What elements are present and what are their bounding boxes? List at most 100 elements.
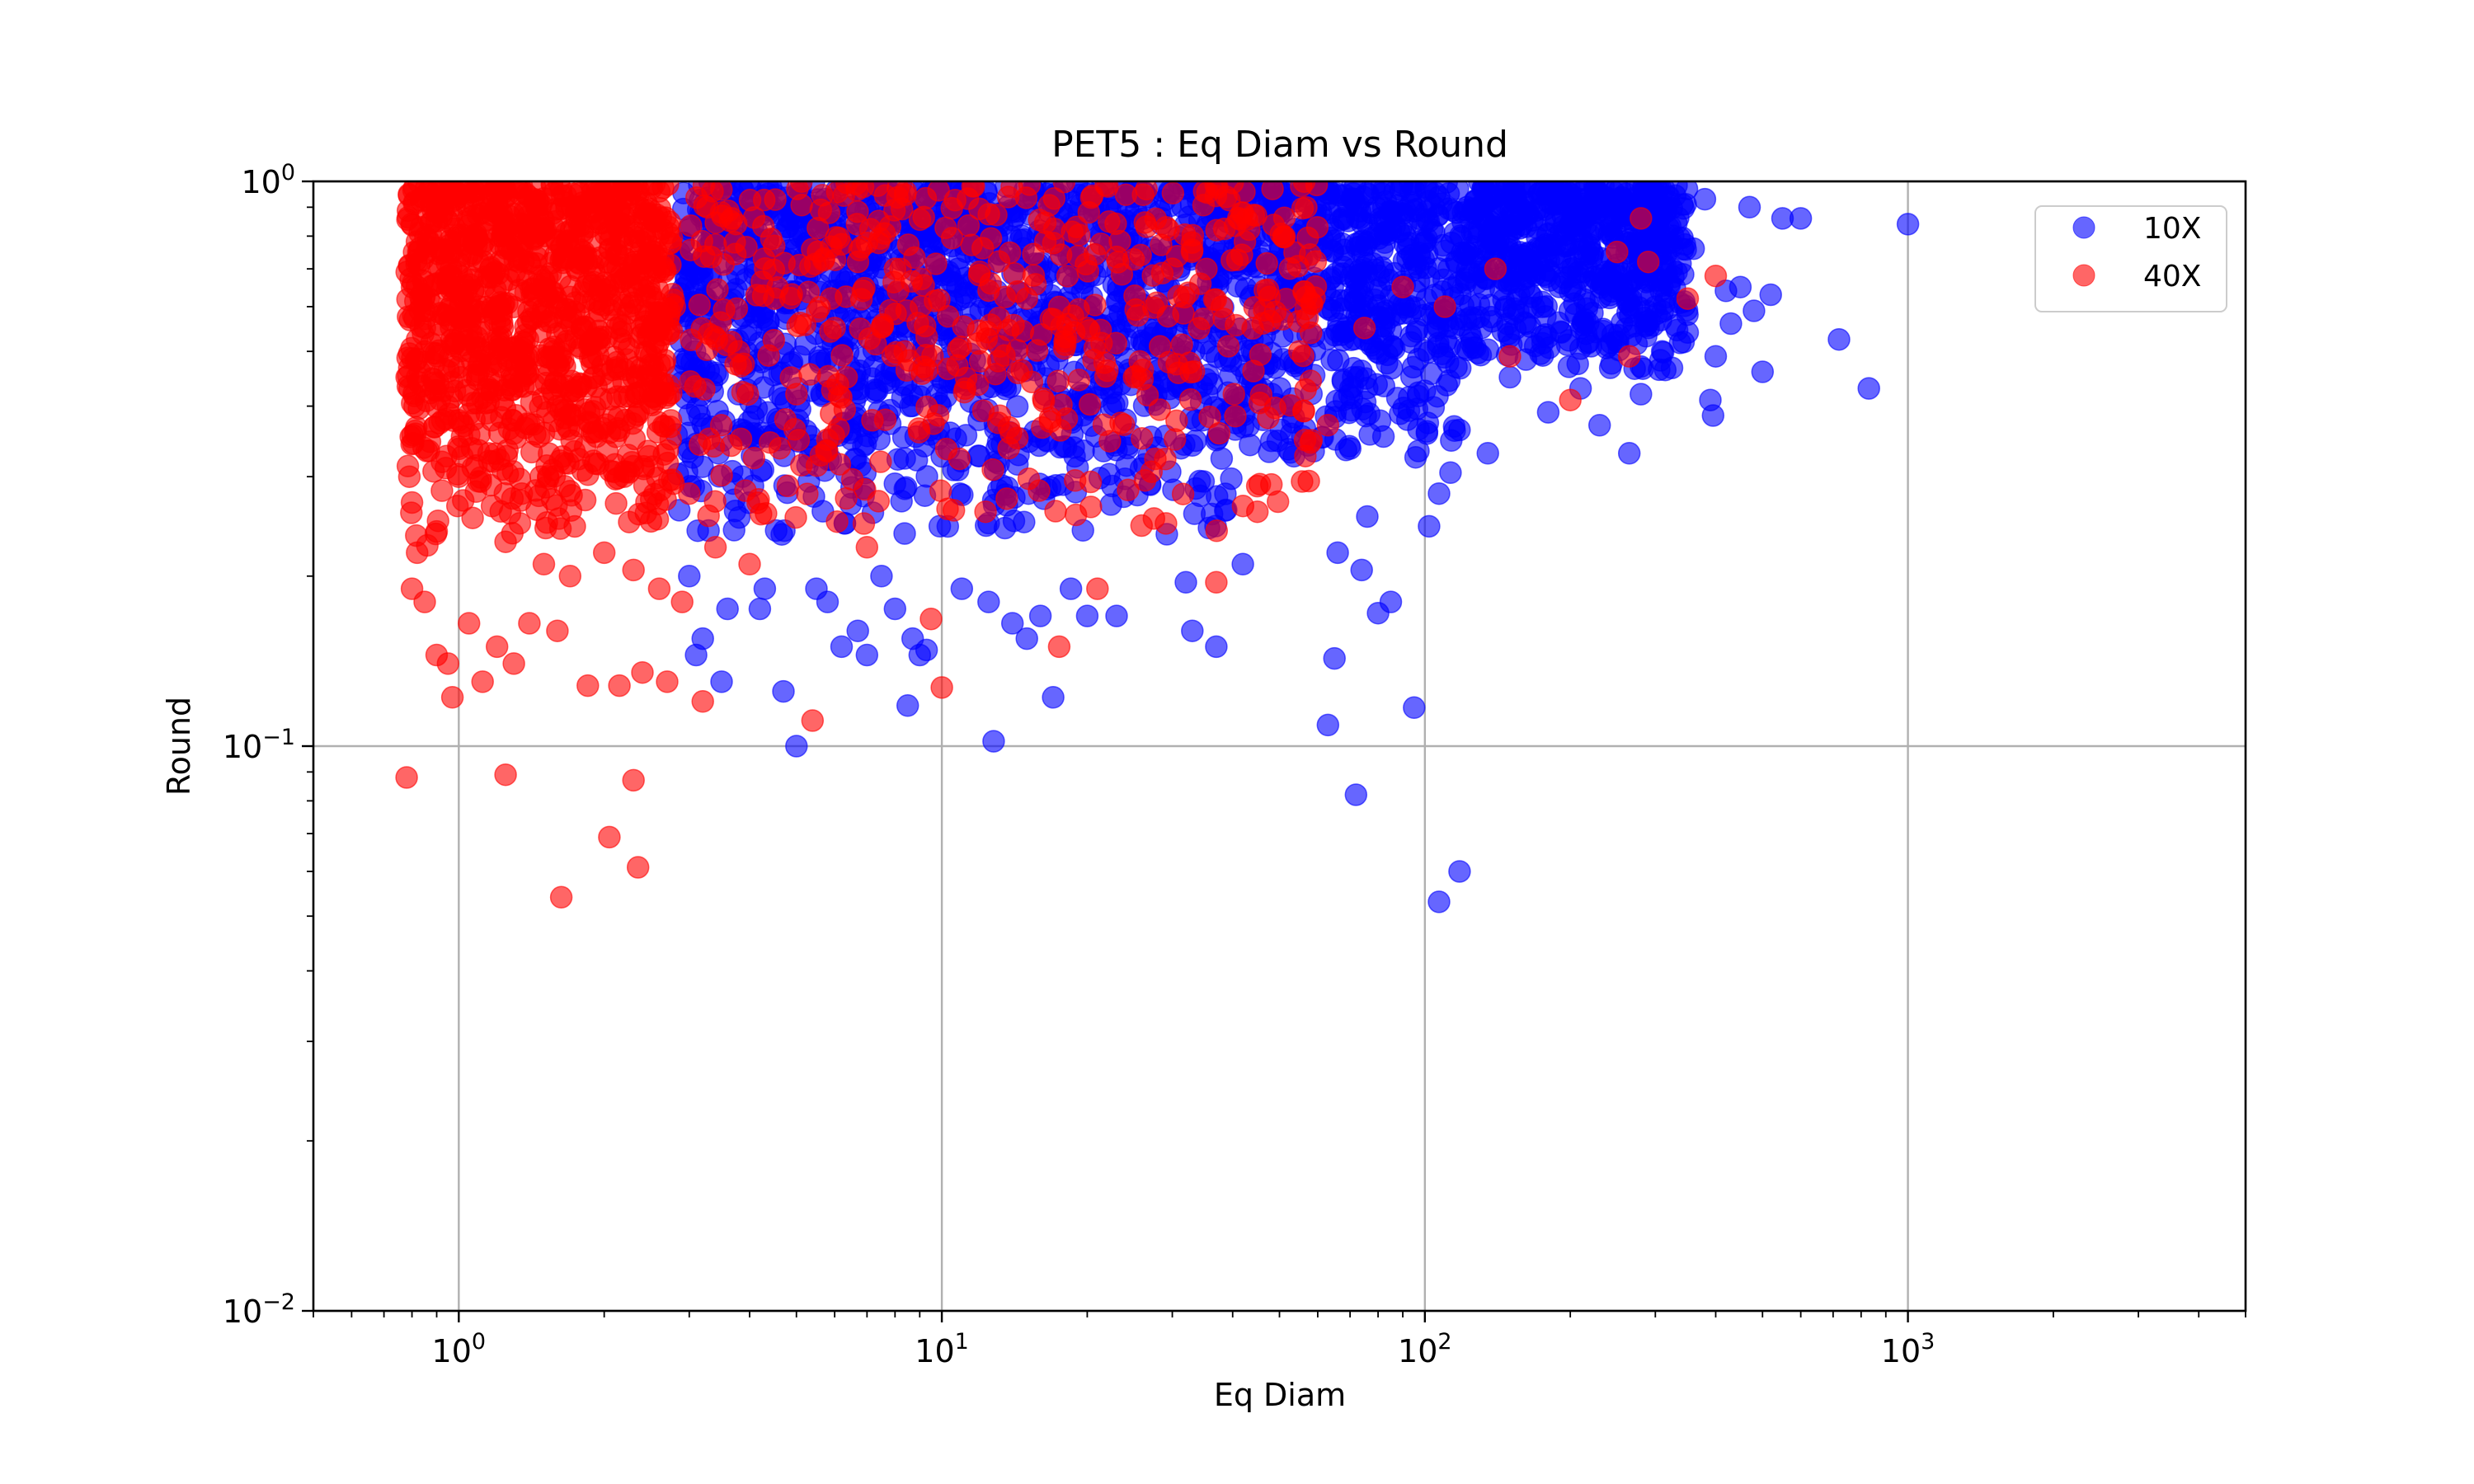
- point-40x: [855, 536, 879, 559]
- point-40x: [790, 194, 813, 217]
- point-10x: [1463, 221, 1486, 244]
- point-10x: [1028, 604, 1052, 627]
- point-40x: [1266, 490, 1290, 514]
- point-40x: [1135, 215, 1158, 238]
- point-40x: [581, 449, 605, 472]
- point-40x: [948, 447, 971, 471]
- point-10x: [1344, 783, 1368, 806]
- point-10x: [1418, 514, 1441, 538]
- point-40x: [678, 481, 701, 505]
- point-40x: [871, 315, 895, 339]
- point-10x: [1115, 453, 1138, 477]
- point-40x: [907, 417, 930, 440]
- point-40x: [867, 490, 891, 513]
- point-40x: [499, 359, 523, 383]
- point-40x: [1291, 399, 1315, 423]
- point-40x: [1559, 388, 1582, 411]
- point-40x: [1178, 351, 1202, 374]
- point-10x: [1681, 237, 1705, 261]
- point-40x: [532, 269, 556, 292]
- point-40x: [823, 317, 846, 340]
- point-40x: [693, 378, 716, 401]
- point-40x: [1014, 186, 1038, 209]
- point-40x: [573, 290, 596, 314]
- point-40x: [513, 214, 536, 237]
- point-40x: [784, 505, 807, 529]
- point-40x: [547, 507, 571, 530]
- point-40x: [558, 565, 582, 588]
- point-10x: [1512, 190, 1536, 214]
- point-10x: [1759, 283, 1782, 307]
- point-10x: [1587, 414, 1611, 437]
- point-40x: [637, 444, 661, 468]
- point-40x: [643, 207, 666, 231]
- point-40x: [396, 199, 420, 223]
- point-10x: [870, 565, 893, 588]
- point-10x: [1192, 470, 1216, 493]
- point-10x: [1701, 404, 1725, 427]
- point-10x: [1320, 348, 1343, 372]
- point-40x: [1222, 383, 1245, 406]
- point-40x: [1165, 409, 1188, 433]
- point-40x: [1109, 411, 1132, 434]
- point-10x: [877, 371, 901, 394]
- point-40x: [428, 256, 452, 279]
- point-10x: [855, 643, 879, 667]
- point-10x: [1350, 558, 1373, 582]
- point-40x: [1084, 294, 1107, 317]
- point-40x: [469, 466, 492, 489]
- point-10x: [1448, 860, 1471, 883]
- point-10x: [691, 627, 714, 650]
- point-10x: [1357, 182, 1380, 206]
- point-40x: [981, 458, 1004, 481]
- point-10x: [1407, 439, 1430, 463]
- points-layer: [395, 181, 1920, 913]
- point-10x: [883, 472, 906, 495]
- point-40x: [1044, 500, 1067, 523]
- point-40x: [622, 558, 645, 582]
- point-40x: [458, 209, 481, 233]
- point-10x: [1210, 447, 1234, 470]
- point-10x: [1404, 197, 1428, 221]
- point-40x: [598, 825, 621, 849]
- point-40x: [1617, 345, 1641, 368]
- point-40x: [1056, 265, 1079, 288]
- point-40x: [1316, 414, 1340, 437]
- point-40x: [535, 309, 559, 333]
- point-10x: [1857, 377, 1880, 400]
- point-40x: [805, 454, 829, 477]
- point-40x: [1077, 200, 1101, 224]
- point-40x: [654, 488, 677, 511]
- point-40x: [1022, 264, 1046, 287]
- point-10x: [1105, 604, 1128, 627]
- point-40x: [656, 670, 679, 693]
- point-40x: [1123, 284, 1146, 308]
- point-10x: [1498, 365, 1522, 389]
- point-40x: [1248, 472, 1272, 495]
- point-40x: [1010, 359, 1033, 382]
- point-40x: [670, 590, 694, 613]
- point-40x: [897, 349, 921, 372]
- point-40x: [873, 408, 897, 431]
- point-40x: [1083, 336, 1107, 360]
- point-10x: [1569, 237, 1592, 261]
- point-40x: [936, 357, 960, 381]
- point-40x: [517, 412, 541, 436]
- point-10x: [883, 597, 907, 621]
- point-40x: [549, 885, 573, 909]
- point-40x: [546, 619, 569, 642]
- point-10x: [1650, 340, 1674, 363]
- point-40x: [731, 380, 755, 404]
- point-40x: [604, 491, 628, 515]
- point-40x: [510, 481, 534, 505]
- point-10x: [1326, 541, 1349, 565]
- point-10x: [1445, 355, 1468, 378]
- point-10x: [846, 619, 869, 642]
- point-40x: [763, 287, 786, 310]
- point-10x: [1534, 323, 1558, 346]
- point-40x: [1255, 251, 1278, 275]
- point-40x: [1028, 479, 1051, 502]
- point-40x: [1047, 369, 1070, 392]
- point-10x: [1446, 251, 1469, 275]
